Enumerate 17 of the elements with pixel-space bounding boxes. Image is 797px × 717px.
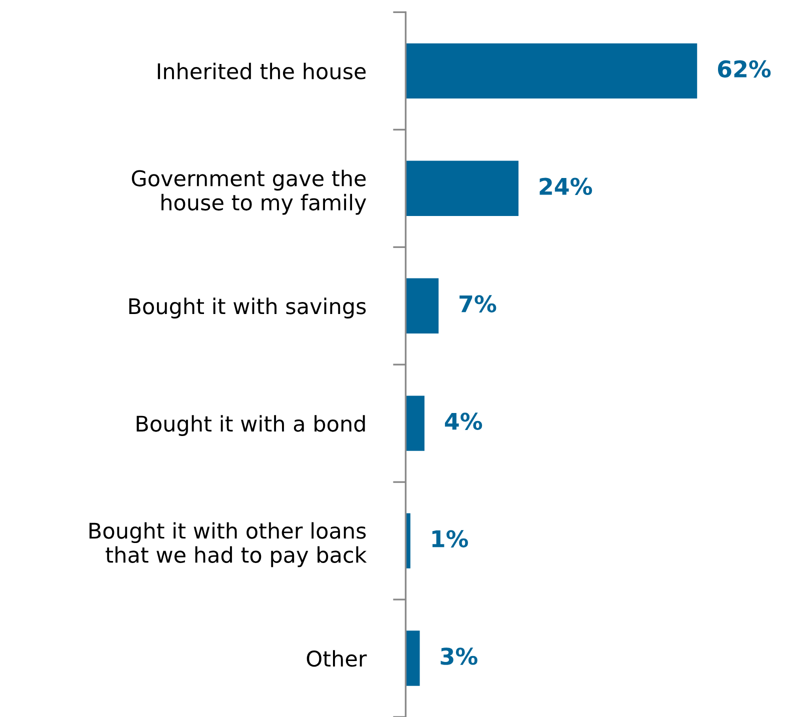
y-tick-label: Bought it with a bond <box>136 415 365 436</box>
data-label: 7% <box>460 295 496 313</box>
data-label: 24% <box>540 178 592 196</box>
bar <box>406 278 439 334</box>
y-tick-label: Bought it with savings <box>129 298 366 319</box>
data-label: 4% <box>444 412 482 430</box>
bar <box>406 43 698 99</box>
y-tick-label: Bought it with other loans that we had to pay back <box>90 522 367 568</box>
bar <box>406 396 424 451</box>
bar <box>406 160 518 216</box>
bar <box>406 630 420 686</box>
data-label: 3% <box>440 648 478 665</box>
y-tick-label: Government gave the house to my family <box>132 170 366 215</box>
y-tick-label: Inherited the house <box>158 62 366 80</box>
y-tick-label: Other <box>306 650 367 667</box>
data-label: 1% <box>432 530 468 548</box>
data-label: 62% <box>718 60 771 78</box>
